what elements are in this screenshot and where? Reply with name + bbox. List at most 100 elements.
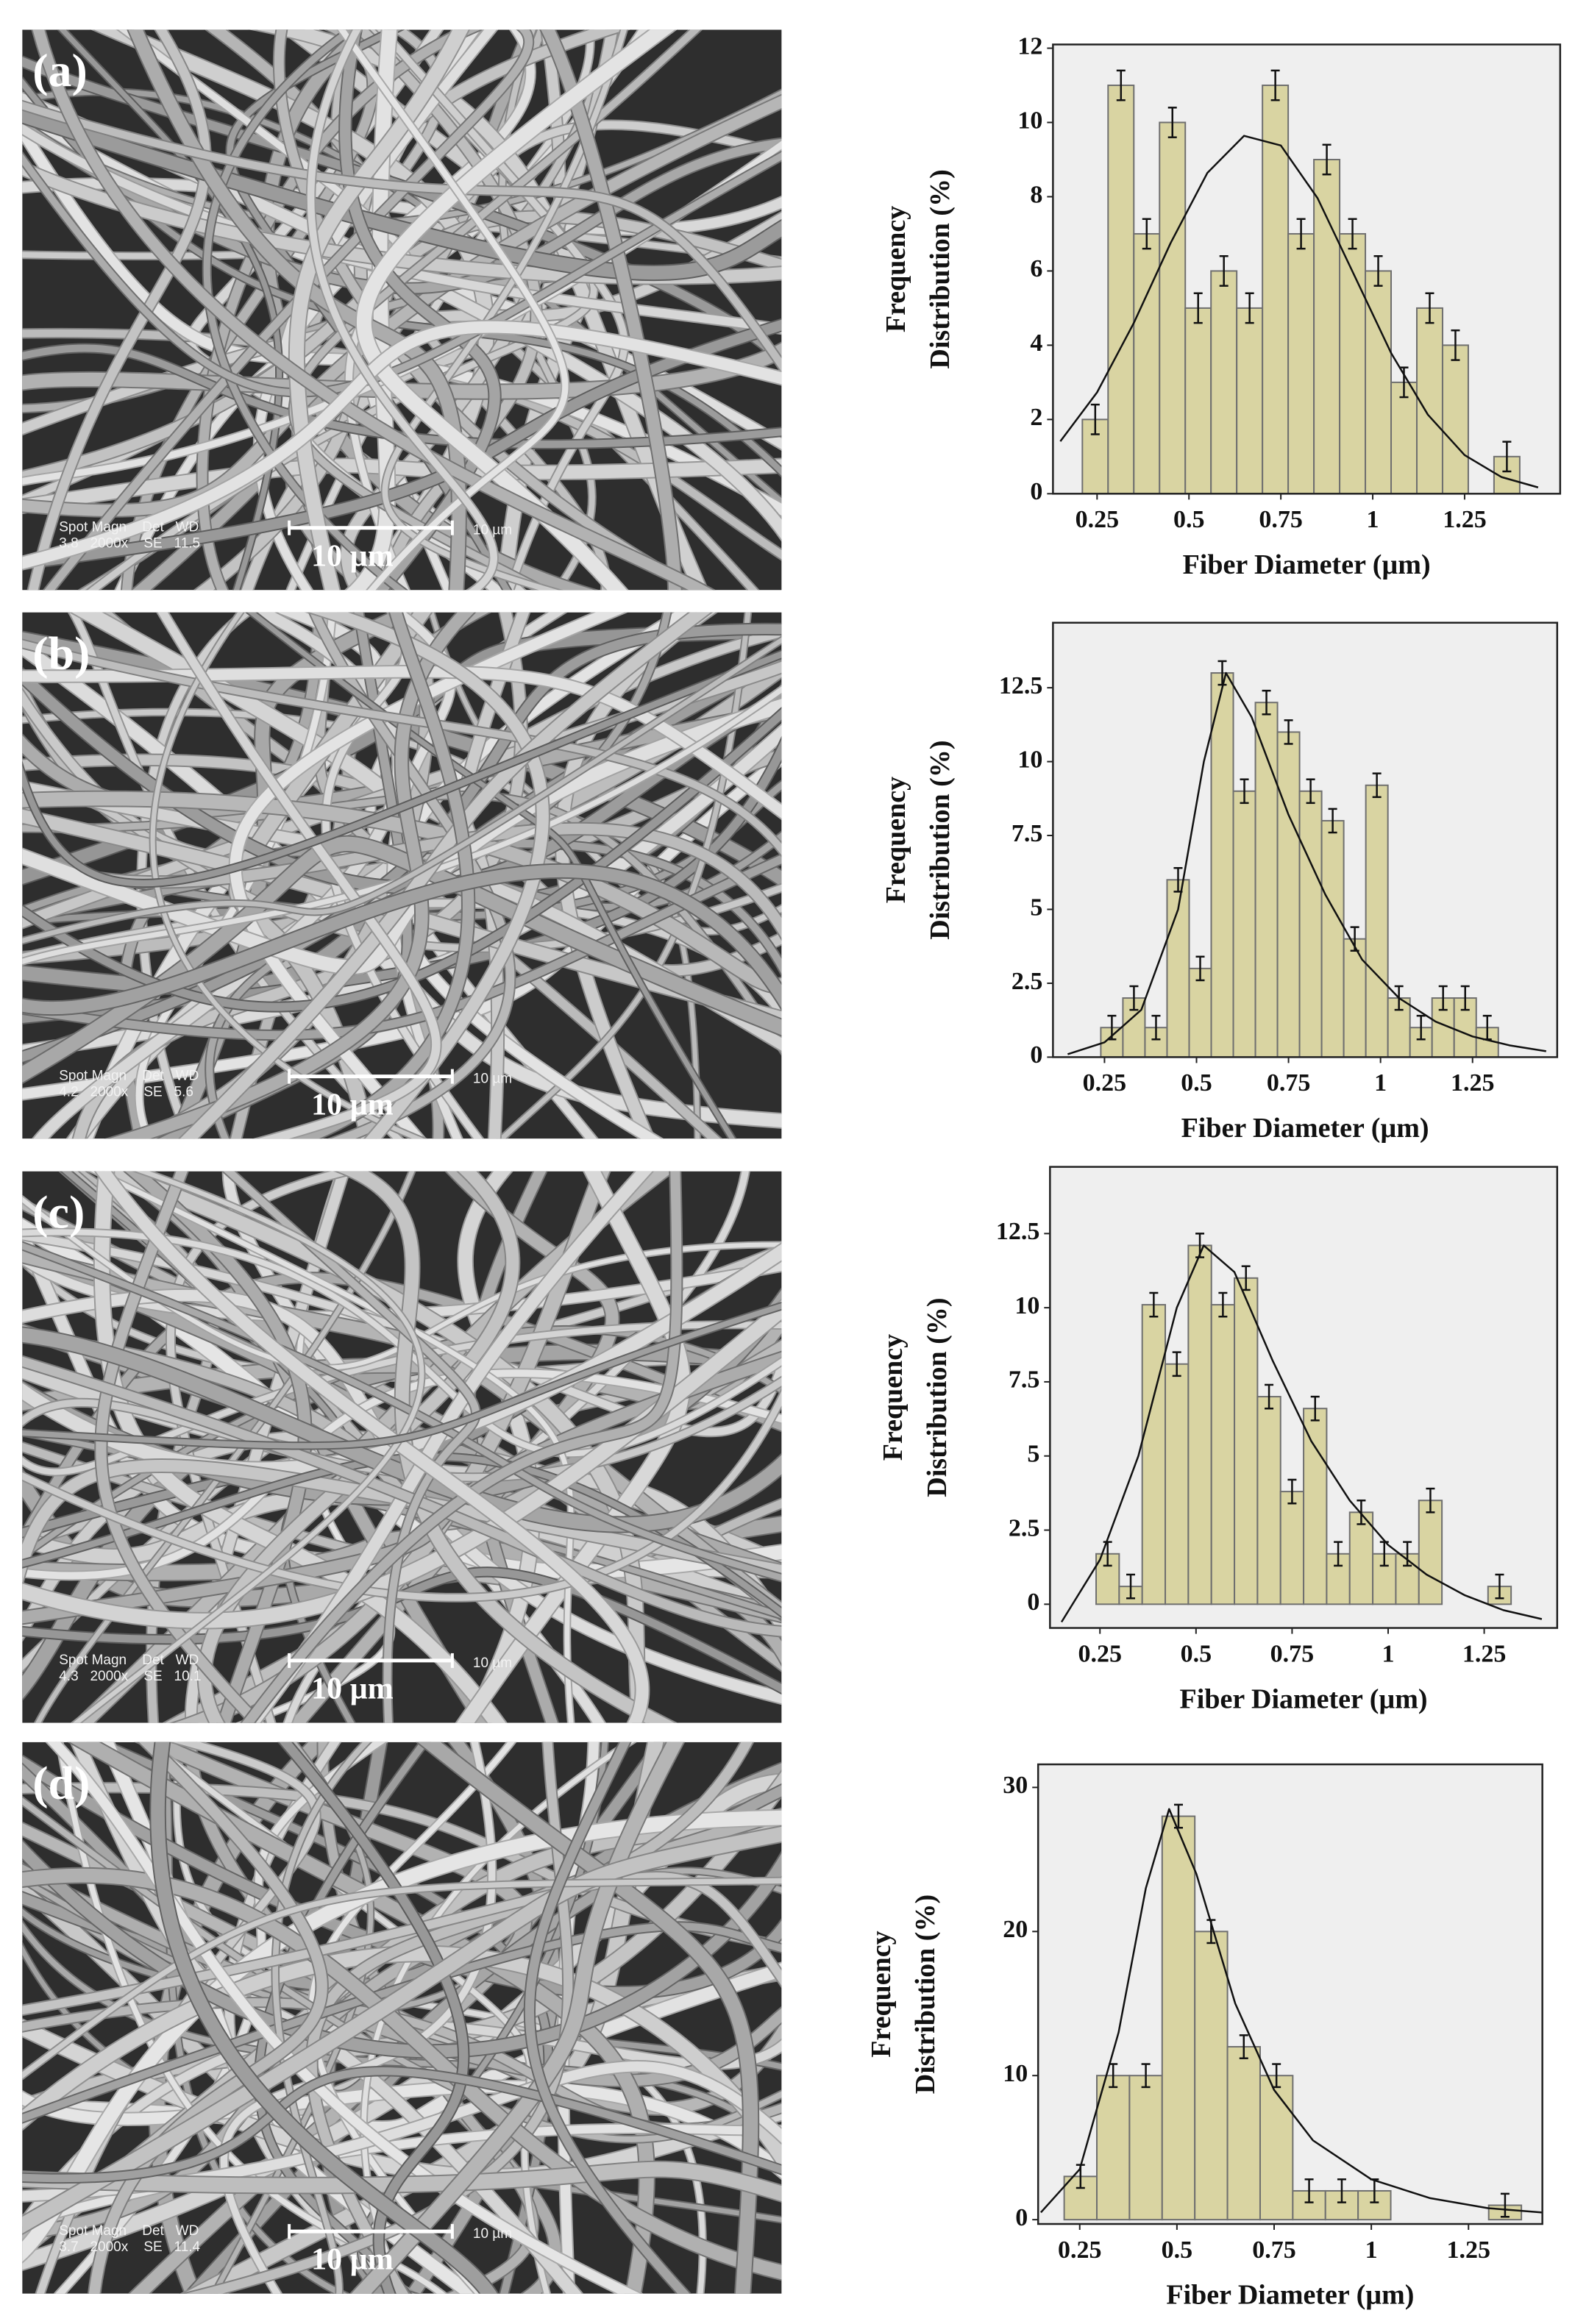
error-bar xyxy=(1306,778,1315,805)
fiber xyxy=(22,651,782,887)
error-bar xyxy=(1502,441,1512,473)
sem-info: 4.2 2000x SE 5.6 xyxy=(59,1085,193,1100)
error-bar xyxy=(1240,778,1249,805)
bar xyxy=(1107,85,1135,494)
fiber xyxy=(90,1171,574,1723)
fiber xyxy=(22,637,782,944)
error-bar xyxy=(1172,1351,1181,1377)
fiber xyxy=(22,864,782,1015)
y-tick-label: 0 xyxy=(1027,1589,1039,1616)
y-tick-label: 2 xyxy=(1030,404,1042,431)
x-tick-label: 1.25 xyxy=(1446,2236,1490,2264)
fiber xyxy=(28,29,210,591)
bar xyxy=(1226,2046,1261,2221)
fiber xyxy=(96,1171,649,1723)
bar xyxy=(1441,344,1469,494)
error-bar xyxy=(1500,2192,1510,2218)
fiber xyxy=(22,101,782,372)
y-axis-label: Distribution (%) xyxy=(925,169,956,368)
bar xyxy=(1390,381,1418,494)
bar xyxy=(1254,702,1279,1058)
bar xyxy=(1343,938,1367,1058)
fiber xyxy=(44,29,533,591)
fiber xyxy=(128,29,466,591)
fiber xyxy=(417,1742,758,2294)
y-axis-label: Frequency xyxy=(866,1931,897,2057)
y-tick-label: 4 xyxy=(1030,329,1042,357)
fiber xyxy=(306,1742,753,2294)
error-bar xyxy=(1262,689,1271,716)
fit-curve xyxy=(1039,1808,1543,2214)
fiber xyxy=(197,29,481,591)
fiber xyxy=(157,612,441,1139)
error-bar xyxy=(1219,254,1229,287)
scale-label: 10 µm xyxy=(311,1088,394,1122)
fiber xyxy=(203,29,407,591)
y-tick-label: 0 xyxy=(1015,2204,1028,2231)
y-tick-label: 10 xyxy=(1017,107,1042,134)
x-tick-label: 0.5 xyxy=(1181,1640,1212,1667)
sem-image xyxy=(22,612,782,1139)
bar xyxy=(1161,1815,1196,2221)
bar xyxy=(1236,307,1264,494)
y-tick-label: 5 xyxy=(1027,1441,1039,1468)
bar xyxy=(1313,158,1341,494)
fiber xyxy=(22,2020,782,2233)
error-bar xyxy=(1239,2034,1248,2059)
bar xyxy=(1418,1500,1443,1605)
x-tick-label: 1.25 xyxy=(1451,1069,1495,1097)
error-bar xyxy=(1270,69,1280,101)
x-tick-label: 0.5 xyxy=(1162,2236,1193,2264)
bar xyxy=(1348,1511,1374,1605)
fiber xyxy=(58,29,282,591)
error-bar xyxy=(1116,69,1126,101)
scale-small: 10 µm xyxy=(473,2226,512,2242)
bar xyxy=(1287,232,1315,494)
bar xyxy=(1188,967,1212,1058)
x-tick-label: 0.5 xyxy=(1181,1069,1212,1097)
y-tick-label: 2.5 xyxy=(1009,1514,1040,1541)
x-tick-label: 0.5 xyxy=(1173,506,1205,533)
fiber xyxy=(151,1742,497,2294)
fiber xyxy=(179,612,711,1139)
fiber xyxy=(35,1171,415,1723)
bar xyxy=(1262,85,1290,494)
error-bar xyxy=(1403,1541,1412,1567)
error-bar xyxy=(1310,1395,1320,1422)
error-bar xyxy=(1357,1499,1366,1525)
y-tick-label: 30 xyxy=(1003,1772,1028,1799)
y-axis-label: Distribution (%) xyxy=(910,1895,941,2094)
bar xyxy=(1365,270,1393,494)
x-tick-label: 1 xyxy=(1382,1640,1394,1667)
panel-label: (c) xyxy=(32,1186,85,1238)
error-bar xyxy=(1322,143,1332,176)
scale-small: 10 µm xyxy=(473,1655,512,1671)
fiber xyxy=(22,1878,782,2079)
fiber xyxy=(32,29,714,591)
fiber xyxy=(456,1171,690,1723)
bar xyxy=(1141,1304,1167,1605)
x-tick-label: 1 xyxy=(1374,1069,1387,1097)
error-bar xyxy=(1495,1573,1504,1600)
fiber xyxy=(22,1303,782,1449)
sem-info: 3.7 2000x SE 11.4 xyxy=(59,2239,200,2255)
panel-label: (b) xyxy=(32,627,90,679)
error-bar xyxy=(1337,2178,1346,2203)
fiber xyxy=(22,2161,782,2201)
bar xyxy=(1159,121,1187,494)
error-bar xyxy=(1425,292,1434,324)
fiber xyxy=(22,686,782,965)
error-bar xyxy=(1149,1291,1159,1318)
scale-small: 10 µm xyxy=(473,523,512,538)
error-bar xyxy=(1173,1803,1183,1829)
x-tick-label: 0.75 xyxy=(1252,2236,1296,2264)
y-tick-label: 10 xyxy=(1017,746,1042,773)
error-bar xyxy=(1265,1383,1274,1410)
plot xyxy=(1039,1803,1543,2221)
fit-curve xyxy=(1059,135,1539,488)
y-tick-label: 12.5 xyxy=(999,672,1043,699)
x-tick-label: 0.25 xyxy=(1083,1069,1127,1097)
error-bar xyxy=(1090,403,1100,435)
error-bar xyxy=(1304,2178,1314,2203)
